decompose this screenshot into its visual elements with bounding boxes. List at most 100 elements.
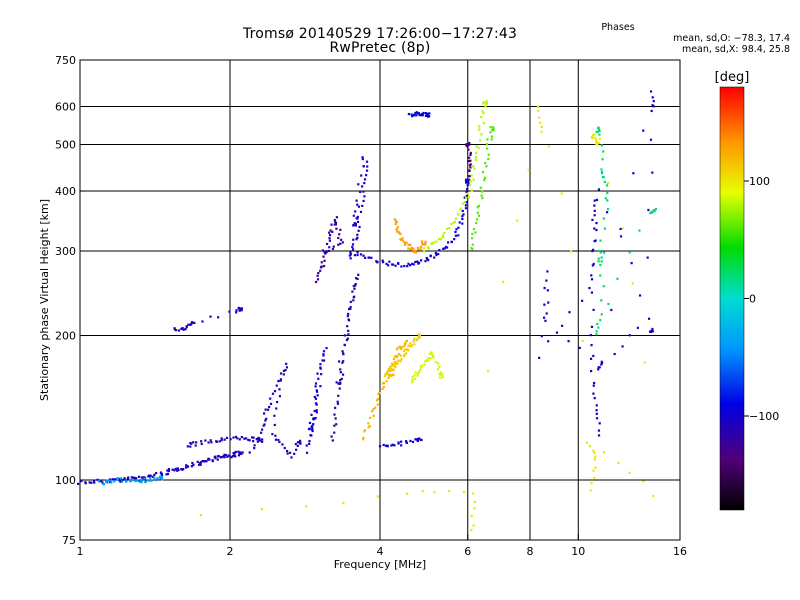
- data-point: [311, 429, 314, 433]
- data-point: [299, 439, 302, 442]
- data-point: [422, 111, 425, 115]
- data-point: [555, 331, 559, 334]
- data-point: [220, 439, 223, 442]
- data-point: [403, 243, 407, 246]
- data-point: [492, 129, 495, 132]
- data-point: [651, 330, 654, 333]
- data-point: [602, 217, 605, 220]
- data-point: [638, 229, 641, 232]
- data-point: [599, 263, 602, 267]
- data-point: [651, 327, 654, 331]
- data-point: [462, 490, 466, 494]
- data-point: [476, 211, 479, 214]
- data-point: [333, 424, 336, 427]
- data-point: [485, 165, 488, 168]
- data-point: [421, 242, 424, 245]
- data-point: [481, 171, 485, 174]
- data-point: [381, 387, 384, 390]
- data-point: [173, 469, 176, 472]
- data-point: [411, 379, 414, 382]
- data-point: [470, 189, 473, 192]
- data-point: [546, 270, 549, 273]
- data-point: [356, 277, 359, 281]
- data-point: [592, 381, 596, 385]
- x-tick-label: 2: [227, 545, 234, 558]
- data-point: [419, 248, 422, 251]
- data-point: [335, 227, 338, 230]
- data-point: [209, 315, 212, 318]
- data-point: [593, 227, 596, 230]
- data-point: [539, 121, 542, 124]
- data-point: [362, 436, 365, 439]
- data-point: [466, 184, 469, 187]
- data-point: [593, 204, 596, 207]
- data-point: [418, 437, 421, 440]
- data-point: [432, 241, 435, 244]
- data-point: [299, 441, 302, 444]
- data-point: [396, 262, 400, 265]
- data-point: [545, 312, 548, 315]
- data-point: [136, 479, 139, 482]
- data-point: [137, 475, 141, 478]
- data-point: [92, 479, 96, 483]
- data-point: [357, 205, 361, 208]
- data-point: [477, 214, 480, 217]
- data-point: [601, 361, 604, 365]
- data-point: [310, 428, 313, 431]
- data-point: [331, 439, 334, 442]
- data-point: [376, 495, 379, 498]
- data-point: [413, 343, 416, 346]
- data-point: [489, 131, 492, 134]
- data-point: [536, 105, 540, 108]
- data-point: [537, 109, 540, 112]
- data-point: [359, 190, 362, 194]
- data-point: [323, 259, 326, 262]
- data-point: [540, 130, 543, 133]
- data-point: [590, 481, 593, 485]
- data-point: [316, 278, 320, 281]
- data-point: [247, 438, 250, 441]
- data-point: [417, 112, 420, 115]
- data-point: [365, 160, 369, 163]
- data-point: [439, 238, 443, 241]
- data-point: [469, 151, 472, 155]
- data-point: [388, 373, 391, 376]
- data-point: [547, 301, 550, 304]
- data-point: [467, 160, 470, 163]
- y-axis-label: Stationary phase Virtual Height [km]: [38, 199, 51, 401]
- data-point: [237, 306, 240, 310]
- data-point: [601, 158, 604, 161]
- data-point: [341, 373, 345, 376]
- data-point: [340, 377, 343, 381]
- data-point: [347, 307, 351, 311]
- data-point: [438, 372, 441, 376]
- data-point: [314, 417, 317, 420]
- data-point: [471, 492, 475, 495]
- data-point: [472, 227, 476, 231]
- data-point: [328, 231, 331, 234]
- chart-title: Tromsø 20140529 17:26:00−17:27:43: [242, 26, 518, 42]
- data-point: [445, 227, 449, 230]
- data-point: [395, 348, 398, 351]
- data-point: [405, 441, 408, 444]
- data-point: [363, 430, 366, 433]
- data-point: [239, 307, 242, 310]
- data-point: [544, 319, 547, 322]
- data-point: [431, 354, 435, 357]
- data-point: [227, 454, 230, 457]
- data-point: [307, 428, 311, 431]
- data-point: [406, 265, 409, 268]
- data-point: [438, 376, 441, 379]
- data-point: [294, 443, 297, 446]
- data-point: [116, 478, 119, 481]
- data-point: [343, 344, 346, 347]
- data-point: [560, 324, 564, 327]
- data-point: [346, 325, 349, 328]
- data-point: [349, 251, 352, 254]
- data-point: [432, 356, 435, 359]
- data-point: [481, 197, 484, 200]
- data-point: [132, 479, 135, 482]
- data-point: [433, 491, 436, 494]
- data-point: [429, 254, 432, 257]
- data-point: [354, 224, 357, 227]
